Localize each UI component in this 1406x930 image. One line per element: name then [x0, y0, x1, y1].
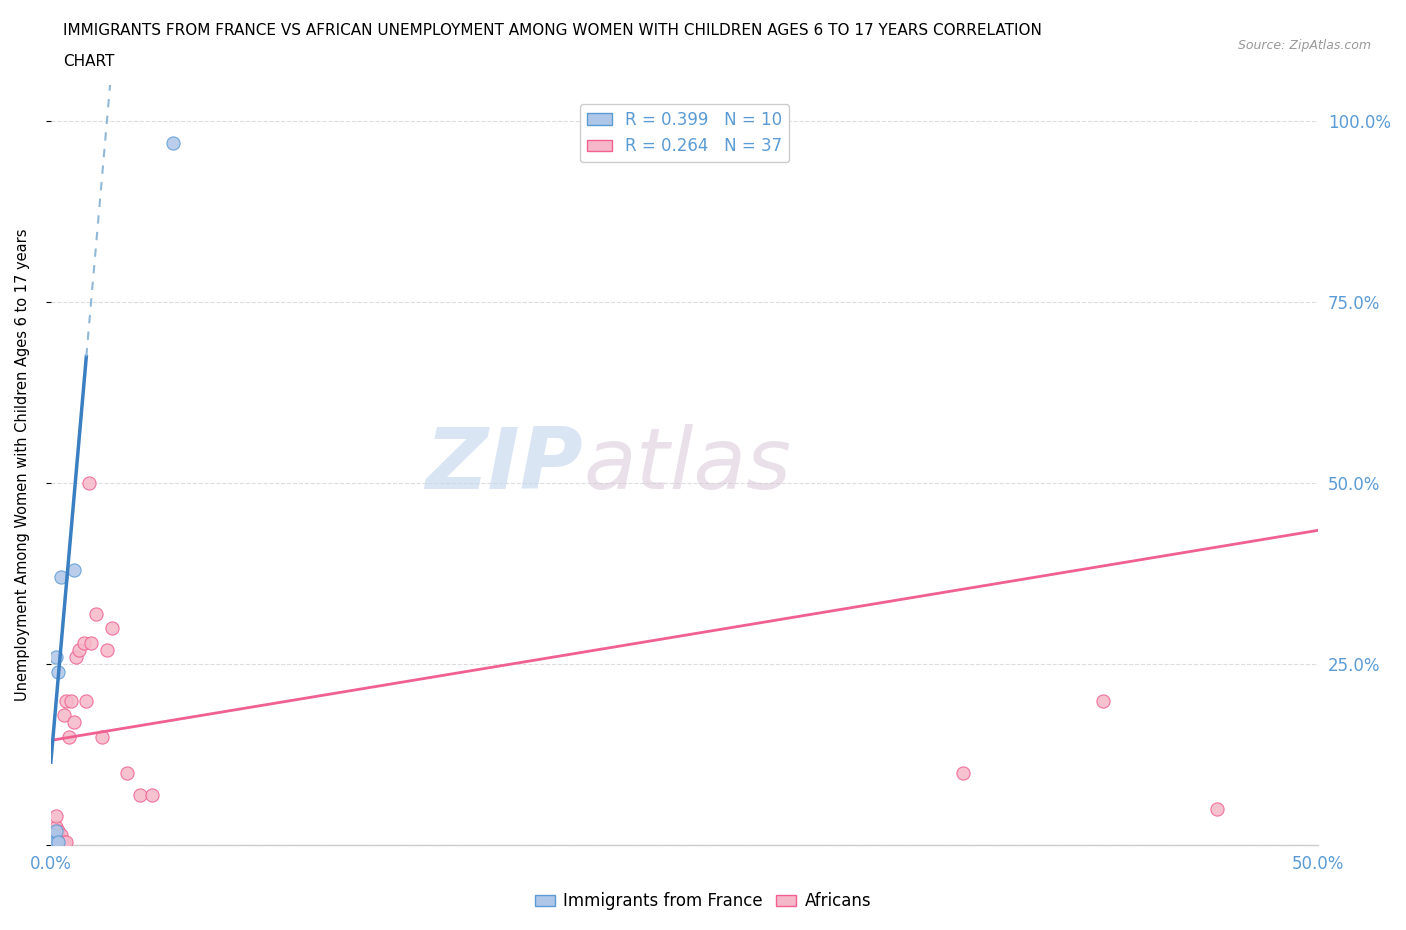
Point — [48, 823, 70, 838]
Point — [55, 693, 77, 708]
Point — [42, 823, 65, 838]
Point — [128, 788, 150, 803]
Text: CHART: CHART — [63, 54, 115, 69]
Point — [65, 650, 87, 665]
Point — [62, 715, 84, 730]
Point — [42, 834, 65, 849]
Point — [52, 834, 75, 849]
Point — [55, 834, 77, 849]
Point — [49, 570, 72, 585]
Text: ZIP: ZIP — [426, 423, 583, 507]
Point — [162, 135, 184, 150]
Text: IMMIGRANTS FROM FRANCE VS AFRICAN UNEMPLOYMENT AMONG WOMEN WITH CHILDREN AGES 6 : IMMIGRANTS FROM FRANCE VS AFRICAN UNEMPL… — [63, 23, 1042, 38]
Point — [49, 834, 72, 849]
Point — [67, 643, 90, 658]
Point — [1205, 802, 1227, 817]
Point — [45, 820, 67, 835]
Point — [1091, 693, 1114, 708]
Point — [115, 765, 138, 780]
Point — [42, 830, 65, 845]
Point — [45, 809, 67, 824]
Point — [48, 827, 70, 842]
Point — [141, 788, 163, 803]
Point — [75, 693, 97, 708]
Point — [49, 827, 72, 842]
Point — [80, 635, 103, 650]
Y-axis label: Unemployment Among Women with Children Ages 6 to 17 years: Unemployment Among Women with Children A… — [15, 229, 30, 701]
Point — [73, 635, 96, 650]
Text: Source: ZipAtlas.com: Source: ZipAtlas.com — [1237, 39, 1371, 52]
Point — [77, 476, 100, 491]
Point — [45, 823, 67, 838]
Point — [42, 834, 65, 849]
Point — [58, 729, 80, 744]
Point — [42, 827, 65, 842]
Text: atlas: atlas — [583, 423, 792, 507]
Legend: R = 0.399   N = 10, R = 0.264   N = 37: R = 0.399 N = 10, R = 0.264 N = 37 — [581, 104, 789, 162]
Point — [48, 664, 70, 679]
Legend: Immigrants from France, Africans: Immigrants from France, Africans — [529, 885, 877, 917]
Point — [52, 708, 75, 723]
Point — [42, 827, 65, 842]
Point — [62, 563, 84, 578]
Point — [100, 620, 122, 635]
Point — [952, 765, 974, 780]
Point — [96, 643, 118, 658]
Point — [45, 827, 67, 842]
Point — [45, 830, 67, 845]
Point — [60, 693, 83, 708]
Point — [45, 650, 67, 665]
Point — [86, 606, 108, 621]
Point — [90, 729, 112, 744]
Point — [45, 834, 67, 849]
Point — [48, 834, 70, 849]
Point — [45, 834, 67, 849]
Point — [48, 834, 70, 849]
